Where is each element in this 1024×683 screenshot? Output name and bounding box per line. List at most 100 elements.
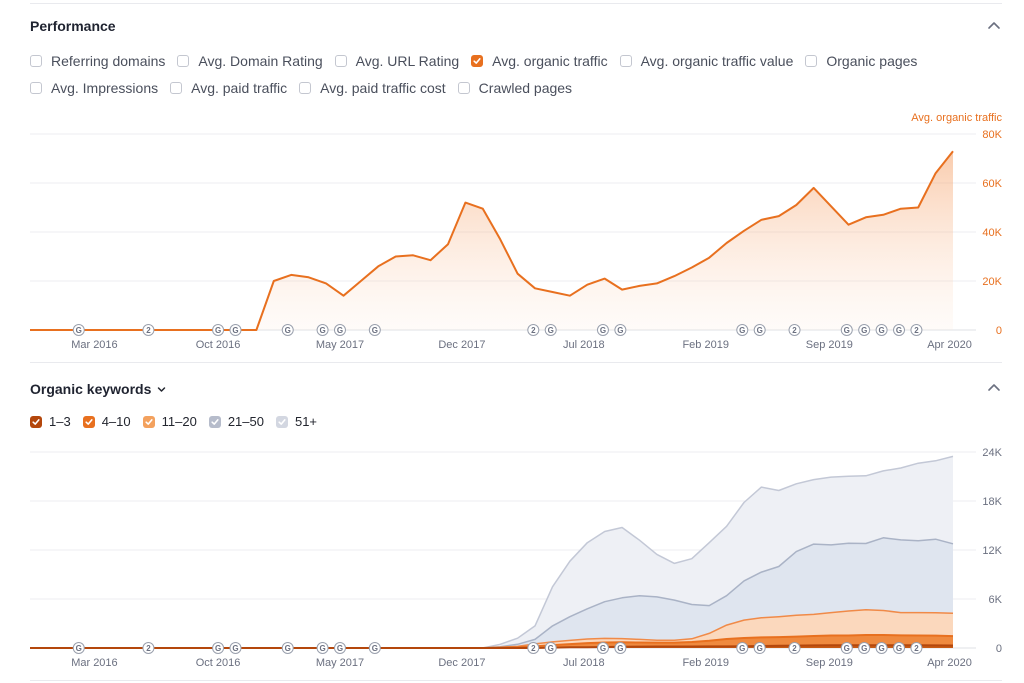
annotation-marker[interactable]: G	[736, 642, 749, 654]
annotation-marker[interactable]: G	[596, 324, 609, 336]
organic-keywords-title: Organic keywords	[30, 381, 152, 397]
annotation-marker-label: G	[215, 326, 221, 335]
x-tick-label: May 2017	[316, 657, 364, 669]
annotation-marker[interactable]: G	[316, 324, 329, 336]
annotation-marker-label: G	[757, 326, 763, 335]
performance-collapse-button[interactable]	[987, 19, 1001, 33]
annotation-marker[interactable]: G	[840, 642, 853, 654]
legend-item[interactable]: 1–3	[30, 414, 71, 429]
annotation-marker[interactable]: G	[614, 642, 627, 654]
annotation-marker[interactable]: G	[229, 642, 242, 654]
checkbox-unchecked[interactable]	[177, 55, 190, 67]
checkbox-label: Referring domains	[51, 53, 166, 69]
section-divider	[30, 362, 1002, 363]
y-tick-label: 80K	[982, 129, 1002, 141]
annotation-marker[interactable]: 2	[910, 642, 923, 654]
annotation-marker-label: G	[76, 644, 82, 653]
metric-checkbox[interactable]: Avg. Domain Rating	[177, 53, 323, 69]
legend-item[interactable]: 51+	[275, 414, 318, 429]
checkbox-unchecked[interactable]	[170, 82, 183, 94]
annotation-marker[interactable]: G	[840, 324, 853, 336]
y-tick-label: 6K	[989, 594, 1003, 606]
annotation-marker[interactable]: G	[333, 324, 346, 336]
y-tick-label: 20K	[982, 276, 1002, 288]
checkmark-icon	[85, 418, 93, 425]
annotation-marker[interactable]: G	[858, 324, 871, 336]
checkbox-checked[interactable]	[471, 55, 484, 67]
performance-metric-options-row-2: Avg. Impressions Avg. paid traffic Avg. pa…	[30, 80, 584, 96]
y-tick-label: 18K	[982, 496, 1002, 508]
metric-checkbox[interactable]: Avg. Impressions	[30, 80, 158, 96]
legend-item[interactable]: 21–50	[208, 414, 264, 429]
annotation-marker[interactable]: G	[333, 642, 346, 654]
annotation-marker[interactable]: 2	[788, 642, 801, 654]
y-tick-label: 24K	[982, 447, 1002, 459]
metric-checkbox[interactable]: Crawled pages	[457, 80, 572, 96]
metric-checkbox[interactable]: Avg. URL Rating	[334, 53, 459, 69]
keywords-collapse-button[interactable]	[987, 381, 1001, 395]
metric-checkbox[interactable]: Avg. organic traffic value	[619, 53, 793, 69]
annotation-marker[interactable]: 2	[527, 324, 540, 336]
annotation-marker[interactable]: 2	[142, 324, 155, 336]
organic-keywords-dropdown[interactable]: Organic keywords	[30, 381, 166, 397]
series-area-21–50	[30, 537, 953, 648]
legend-checkbox[interactable]	[208, 415, 221, 428]
legend-item[interactable]: 4–10	[82, 414, 131, 429]
x-tick-label: Feb 2019	[682, 657, 728, 669]
x-tick-label: Dec 2017	[438, 339, 485, 351]
metric-checkbox[interactable]: Avg. paid traffic cost	[299, 80, 446, 96]
legend-checkbox[interactable]	[275, 415, 288, 428]
annotation-marker[interactable]: G	[753, 324, 766, 336]
annotation-marker[interactable]: G	[544, 642, 557, 654]
checkmark-icon	[32, 418, 40, 425]
annotation-marker[interactable]: G	[893, 324, 906, 336]
annotation-marker[interactable]: G	[893, 642, 906, 654]
annotation-marker[interactable]: G	[212, 642, 225, 654]
annotation-marker[interactable]: G	[753, 642, 766, 654]
checkbox-unchecked[interactable]	[805, 55, 818, 67]
annotation-marker[interactable]: G	[368, 324, 381, 336]
annotation-marker[interactable]: G	[368, 642, 381, 654]
annotation-marker[interactable]: 2	[910, 324, 923, 336]
annotation-marker[interactable]: G	[212, 324, 225, 336]
legend-item[interactable]: 11–20	[142, 414, 197, 429]
checkbox-unchecked[interactable]	[334, 55, 347, 67]
legend-label: 51+	[294, 414, 318, 429]
annotation-marker-label: G	[319, 644, 325, 653]
annotation-marker-label: G	[844, 326, 850, 335]
annotation-marker[interactable]: G	[614, 324, 627, 336]
y-tick-label: 0	[996, 643, 1002, 655]
annotation-marker[interactable]: G	[316, 642, 329, 654]
legend-checkbox[interactable]	[30, 415, 42, 428]
annotation-marker[interactable]: G	[736, 324, 749, 336]
annotation-marker[interactable]: G	[72, 324, 85, 336]
annotation-marker-label: G	[739, 326, 745, 335]
annotation-marker[interactable]: G	[544, 324, 557, 336]
x-tick-label: Oct 2016	[196, 657, 241, 669]
metric-checkbox[interactable]: Referring domains	[30, 53, 165, 69]
annotation-marker[interactable]: G	[281, 642, 294, 654]
metric-checkbox[interactable]: Organic pages	[805, 53, 917, 69]
x-tick-label: Jul 2018	[563, 339, 605, 351]
annotation-marker[interactable]: G	[858, 642, 871, 654]
annotation-marker[interactable]: G	[875, 324, 888, 336]
legend-checkbox[interactable]	[142, 415, 155, 428]
x-tick-label: Sep 2019	[806, 339, 853, 351]
legend-checkbox[interactable]	[82, 415, 95, 428]
checkbox-unchecked[interactable]	[30, 82, 42, 94]
annotation-marker[interactable]: 2	[142, 642, 155, 654]
annotation-marker[interactable]: G	[229, 324, 242, 336]
annotation-marker[interactable]: 2	[527, 642, 540, 654]
metric-checkbox[interactable]: Avg. organic traffic	[471, 53, 608, 69]
annotation-marker[interactable]: G	[875, 642, 888, 654]
checkbox-unchecked[interactable]	[457, 82, 470, 94]
annotation-marker[interactable]: G	[281, 324, 294, 336]
annotation-marker[interactable]: G	[596, 642, 609, 654]
annotation-marker[interactable]: G	[72, 642, 85, 654]
x-tick-label: Mar 2016	[71, 339, 117, 351]
checkbox-unchecked[interactable]	[299, 82, 312, 94]
checkbox-unchecked[interactable]	[619, 55, 632, 67]
annotation-marker[interactable]: 2	[788, 324, 801, 336]
checkbox-unchecked[interactable]	[30, 55, 42, 67]
metric-checkbox[interactable]: Avg. paid traffic	[170, 80, 287, 96]
